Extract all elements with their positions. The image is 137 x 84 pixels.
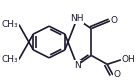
Text: O: O: [113, 70, 120, 79]
Text: NH: NH: [70, 14, 84, 23]
Text: CH₃: CH₃: [2, 55, 18, 64]
Text: CH₃: CH₃: [2, 20, 18, 29]
Text: OH: OH: [121, 55, 135, 64]
Text: N: N: [74, 61, 80, 70]
Text: O: O: [111, 16, 118, 25]
